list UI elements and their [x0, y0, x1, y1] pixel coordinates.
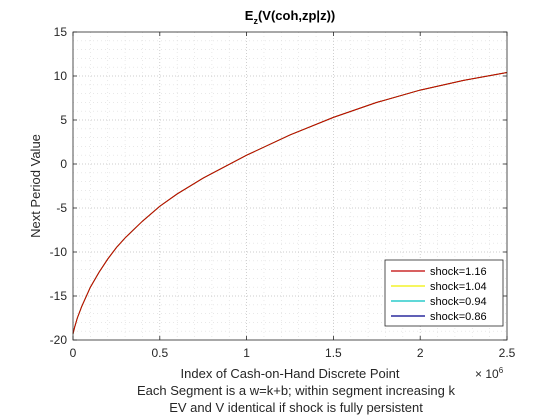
- y-tick-label: -5: [56, 201, 67, 215]
- series-layer: [72, 71, 508, 334]
- y-tick-label: 10: [54, 69, 68, 83]
- x-axis-exponent: × 106: [475, 366, 504, 381]
- x-axis-label-line2: Each Segment is a w=k+b; within segment …: [137, 383, 455, 398]
- x-tick-label: 0.5: [151, 346, 168, 360]
- y-tick-label: -15: [50, 289, 68, 303]
- y-axis-label: Next Period Value: [28, 134, 43, 238]
- chart-title: Ez(V(coh,zp|z)): [245, 8, 335, 26]
- x-exponent-power: 6: [499, 366, 504, 375]
- y-tick-label: 0: [60, 157, 67, 171]
- legend-entry: shock=1.16: [430, 266, 487, 278]
- y-tick-label: 15: [54, 25, 68, 39]
- x-tick-label: 1.5: [325, 346, 342, 360]
- x-exponent-base: × 10: [475, 367, 499, 381]
- series-line-shock=1.16: [72, 71, 508, 334]
- tick-labels: 0 0.5 1 1.5 2 2.5 -20 -15 -10 -5 0 5 10 15: [50, 25, 516, 360]
- title-main: E: [245, 8, 254, 23]
- title-rest: (V(coh,zp|z)): [258, 8, 335, 23]
- y-tick-label: -20: [50, 333, 68, 347]
- legend-entry: shock=0.94: [430, 296, 487, 308]
- y-tick-label: -10: [50, 245, 68, 259]
- plot-area-frame: [72, 31, 508, 341]
- x-axis-label-line3: EV and V identical if shock is fully per…: [169, 400, 423, 415]
- title-subscript: z: [253, 16, 258, 26]
- x-axis-label: Index of Cash-on-Hand Discrete Point: [181, 366, 400, 381]
- legend: shock=1.16 shock=1.04 shock=0.94 shock=0.86: [384, 259, 504, 327]
- x-tick-label: 1: [243, 346, 250, 360]
- tick-marks: [72, 31, 508, 341]
- legend-entry: shock=0.86: [430, 311, 487, 323]
- legend-entry: shock=1.04: [430, 281, 487, 293]
- x-tick-label: 0: [70, 346, 77, 360]
- x-tick-label: 2.5: [499, 346, 516, 360]
- x-tick-label: 2: [417, 346, 424, 360]
- y-tick-label: 5: [60, 113, 67, 127]
